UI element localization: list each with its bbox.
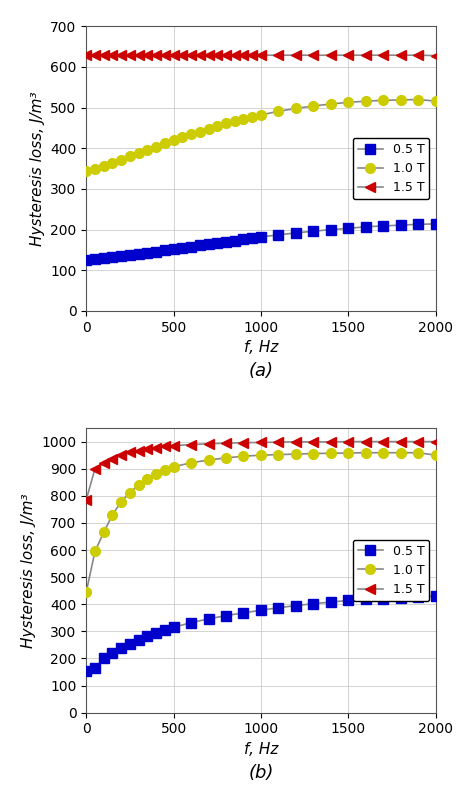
Y-axis label: Hysteresis loss, J/m³: Hysteresis loss, J/m³	[21, 493, 36, 648]
Legend: 0.5 T, 1.0 T, 1.5 T: 0.5 T, 1.0 T, 1.5 T	[353, 540, 429, 601]
X-axis label: f, Hz: f, Hz	[244, 340, 278, 355]
Text: (a): (a)	[248, 363, 273, 380]
Legend: 0.5 T, 1.0 T, 1.5 T: 0.5 T, 1.0 T, 1.5 T	[353, 138, 429, 200]
Y-axis label: Hysteresis loss, J/m³: Hysteresis loss, J/m³	[29, 91, 45, 246]
X-axis label: f, Hz: f, Hz	[244, 742, 278, 757]
Text: (b): (b)	[248, 764, 273, 782]
